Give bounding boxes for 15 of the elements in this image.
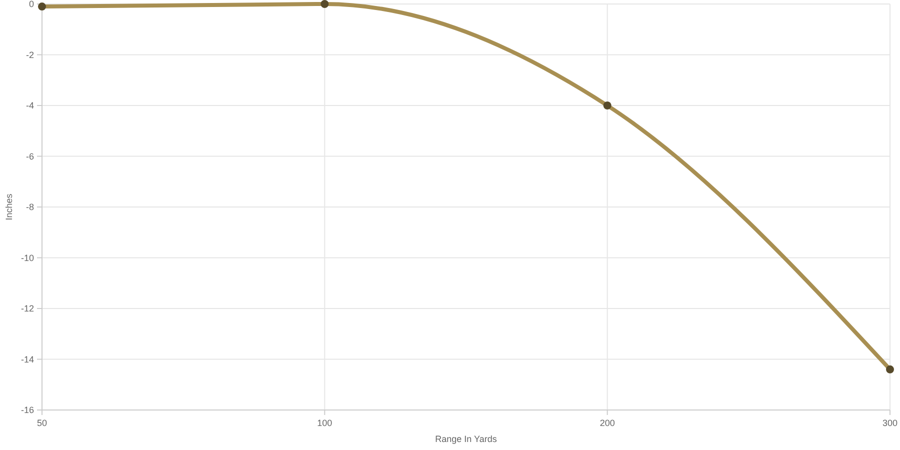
y-tick-label: -2 [26,50,34,60]
x-axis-title: Range In Yards [435,434,498,444]
x-tick-label: 50 [36,418,48,428]
y-tick-label: -12 [20,304,34,314]
y-axis-title: Inches [4,193,14,220]
y-tick-label: -4 [26,100,34,111]
y-tick-label: -6 [26,151,34,162]
y-tick-label: -8 [26,202,34,212]
x-tick-label: 100 [317,418,332,428]
x-tick-label: 200 [600,418,615,428]
x-tick-label: 300 [882,418,898,428]
y-tick-label: -10 [20,252,34,263]
y-tick-label: -14 [20,354,34,364]
y-tick-label: -16 [20,405,34,416]
y-tick-label: 0 [28,0,34,10]
